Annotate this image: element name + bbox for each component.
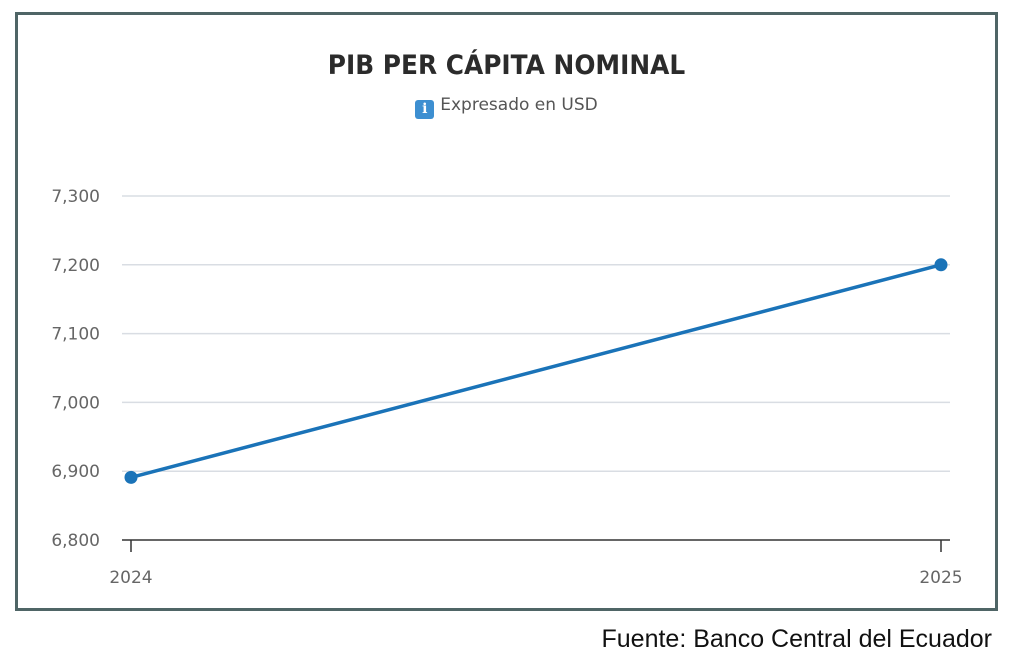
y-tick-label: 7,300 <box>51 187 100 207</box>
x-tick-label: 2024 <box>109 568 152 588</box>
data-point <box>934 258 948 272</box>
y-tick-label: 7,000 <box>51 393 100 413</box>
chart-subtitle-text: Expresado en USD <box>440 95 598 115</box>
y-tick-label: 7,200 <box>51 256 100 276</box>
data-point <box>124 470 138 484</box>
x-tick-label: 2025 <box>919 568 962 588</box>
y-tick-label: 6,800 <box>51 531 100 551</box>
chart-subtitle: i Expresado en USD <box>15 95 998 119</box>
chart-frame <box>15 12 998 611</box>
chart-title: PIB PER CÁPITA NOMINAL <box>327 50 686 81</box>
source-note: Fuente: Banco Central del Ecuador <box>601 625 992 653</box>
y-tick-label: 6,900 <box>51 462 100 482</box>
series-line <box>129 263 943 480</box>
info-icon: i <box>415 100 435 119</box>
y-tick-label: 7,100 <box>51 325 100 345</box>
